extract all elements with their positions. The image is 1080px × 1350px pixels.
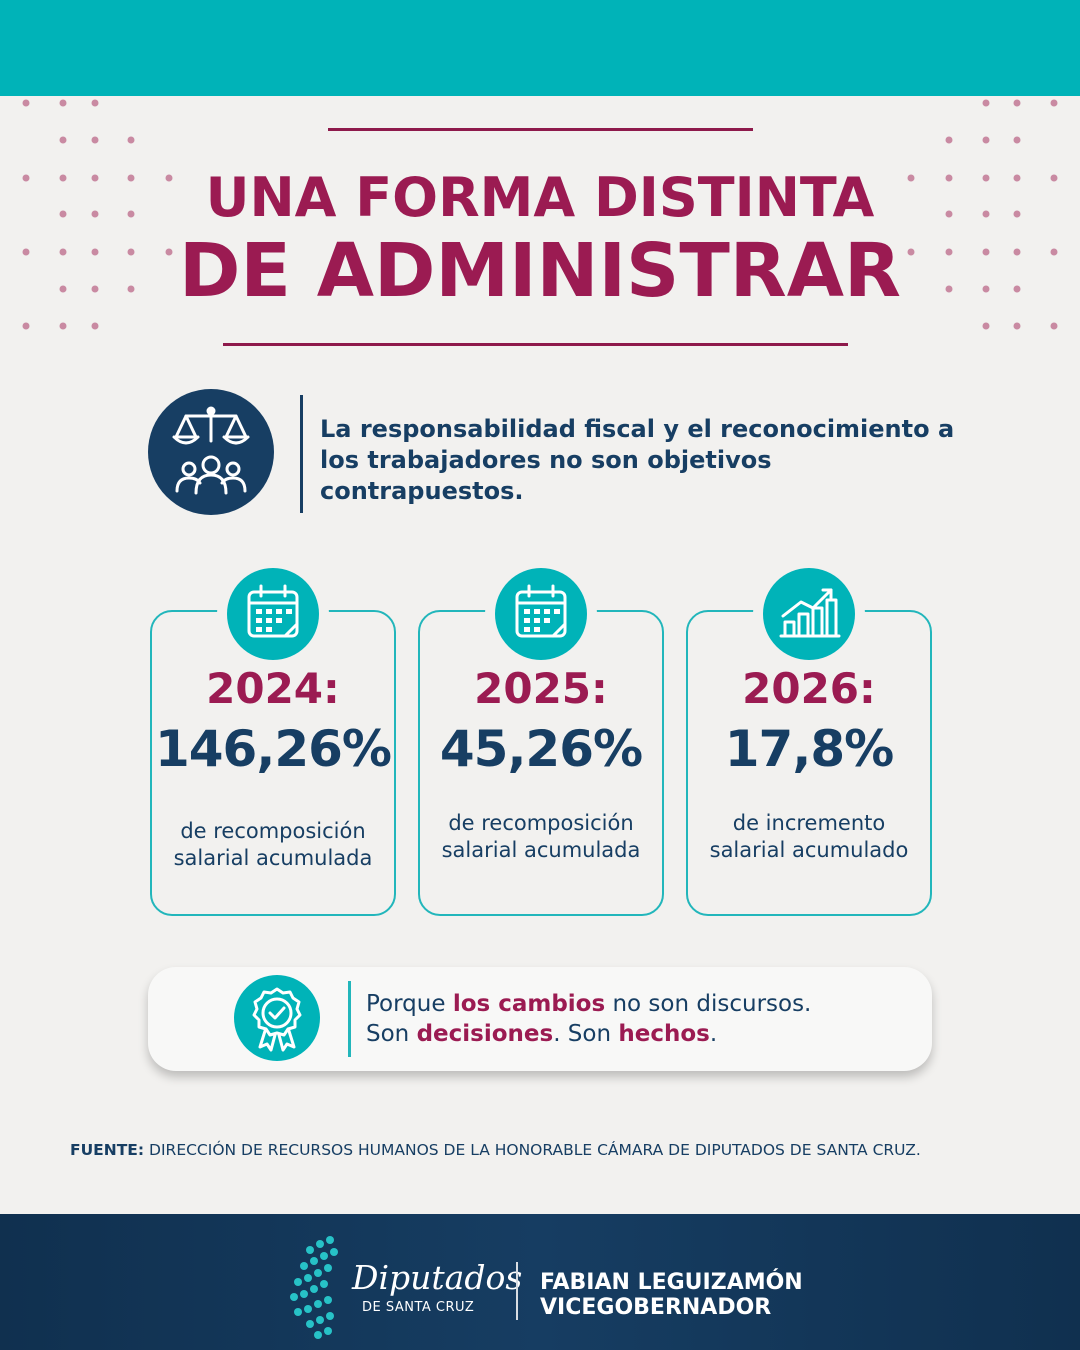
footer-name-line1: FABIAN LEGUIZAMÓN xyxy=(540,1270,803,1295)
footer-signature: FABIAN LEGUIZAMÓN VICEGOBERNADOR xyxy=(540,1270,803,1320)
page-title-line1: UNA FORMA DISTINTA xyxy=(205,166,875,229)
award-badge-icon xyxy=(234,975,320,1061)
calendar-icon xyxy=(227,568,319,660)
card-desc-line1: de recomposición xyxy=(180,819,366,843)
source-text: DIRECCIÓN DE RECURSOS HUMANOS DE LA HONO… xyxy=(144,1141,921,1159)
quote-line2: Son decisiones. Son hechos. xyxy=(366,1021,718,1047)
page-title-line2: DE ADMINISTRAR xyxy=(178,228,902,314)
top-accent-bar xyxy=(0,0,1080,96)
stat-card-2025: 2025: 45,26% de recomposición salarial a… xyxy=(418,568,664,916)
intro-text: La responsabilidad fiscal y el reconocim… xyxy=(320,415,955,505)
logo-subtitle: DE SANTA CRUZ xyxy=(362,1300,475,1315)
card-value: 45,26% xyxy=(439,720,643,778)
card-year: 2024: xyxy=(206,664,340,713)
quote-highlight: los cambios xyxy=(452,991,606,1017)
decorative-dots-left xyxy=(22,99,173,330)
quote-line1: Porque los cambios no son discursos. xyxy=(366,991,812,1017)
stat-card-2024: 2024: 146,26% de recomposición salarial … xyxy=(150,568,396,916)
source-note: FUENTE: DIRECCIÓN DE RECURSOS HUMANOS DE… xyxy=(70,1141,921,1159)
quote-divider xyxy=(348,981,351,1057)
quote-highlight: decisiones xyxy=(416,1021,554,1047)
decorative-dots-right xyxy=(907,99,1058,330)
card-desc-line1: de recomposición xyxy=(448,811,634,835)
card-value: 146,26% xyxy=(154,720,392,778)
growth-chart-icon xyxy=(763,568,855,660)
card-desc-line1: de incremento xyxy=(732,811,886,835)
card-year: 2025: xyxy=(474,664,608,713)
card-desc-line2: salarial acumulada xyxy=(173,846,373,870)
stat-card-2026: 2026: 17,8% de incremento salarial acumu… xyxy=(686,568,932,916)
source-label: FUENTE: xyxy=(70,1141,145,1159)
logo-wordmark: Diputados xyxy=(352,1258,523,1297)
footer-name-line2: VICEGOBERNADOR xyxy=(540,1295,772,1320)
footer-divider xyxy=(516,1262,518,1320)
card-desc-line2: salarial acumulada xyxy=(441,838,641,862)
card-value: 17,8% xyxy=(724,720,894,778)
scale-and-people-icon xyxy=(148,389,274,515)
quote-text: Porque los cambios no son discursos. Son… xyxy=(366,989,811,1049)
footer: Diputados DE SANTA CRUZ FABIAN LEGUIZAMÓ… xyxy=(0,1214,1080,1350)
intro-divider xyxy=(300,395,303,513)
card-desc-line2: salarial acumulado xyxy=(709,838,909,862)
title-rule-bottom xyxy=(223,343,848,346)
quote-box: Porque los cambios no son discursos. Son… xyxy=(148,967,932,1071)
calendar-icon xyxy=(495,568,587,660)
card-year: 2026: xyxy=(742,664,876,713)
title-rule-top xyxy=(328,128,753,131)
quote-highlight: hechos xyxy=(618,1021,710,1047)
diputados-logo-icon xyxy=(290,1236,338,1339)
